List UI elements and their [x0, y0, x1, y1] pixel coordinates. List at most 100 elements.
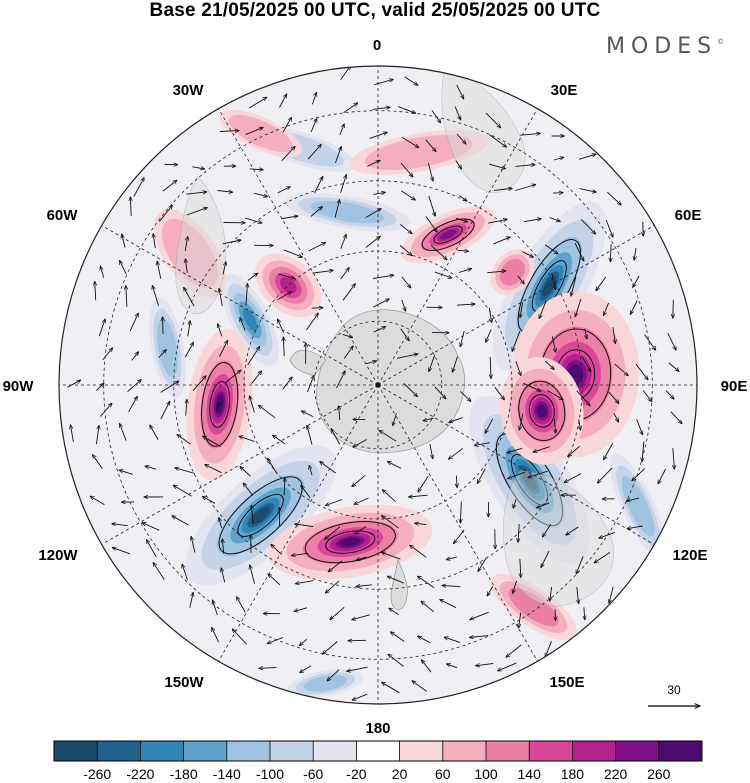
wind-arrow — [254, 192, 267, 197]
wind-arrow — [401, 137, 419, 147]
wind-arrow — [365, 209, 382, 218]
wind-arrow — [296, 580, 314, 584]
colorbar-tick-label: 20 — [392, 766, 408, 782]
latitude-circle — [313, 320, 443, 450]
wind-arrow — [184, 287, 195, 307]
wind-arrow — [353, 439, 368, 448]
wind-arrow — [128, 396, 138, 413]
lon-label-60w: 60W — [47, 207, 79, 224]
wind-arrow — [126, 286, 127, 307]
lon-label-30w: 30W — [173, 82, 205, 99]
wind-arrow — [301, 485, 311, 498]
wind-arrow — [470, 611, 489, 619]
wind-arrow — [250, 565, 256, 584]
wind-arrow — [279, 94, 287, 108]
wind-arrow — [513, 499, 517, 508]
wind-arrow — [603, 302, 610, 316]
anomaly-contour — [303, 675, 348, 692]
brand-mark: © — [717, 38, 725, 46]
wind-arrow — [555, 609, 556, 620]
colorbar-tick-label: 60 — [435, 766, 451, 782]
colorbar-swatch — [486, 741, 530, 761]
wind-arrow — [452, 356, 458, 373]
wind-arrow — [389, 608, 399, 615]
wind-arrow — [670, 411, 682, 424]
positive-anomaly-4 — [153, 209, 226, 298]
wind-arrow — [507, 447, 523, 453]
wind-arrow — [219, 131, 239, 132]
wind-arrow — [456, 304, 475, 305]
wind-arrow — [596, 276, 607, 291]
wind-arrow — [192, 167, 205, 169]
wind-arrow — [564, 473, 582, 483]
wind-arrow — [325, 499, 343, 506]
wind-arrow — [544, 244, 558, 254]
wind-arrow — [382, 682, 400, 694]
wind-arrow — [158, 350, 167, 358]
lon-label-150e: 150E — [549, 674, 584, 691]
wind-arrow — [278, 273, 295, 278]
wind-arrow — [177, 434, 191, 445]
wind-arrow — [184, 237, 188, 251]
wind-arrow — [566, 526, 579, 535]
wind-arrow — [222, 262, 226, 275]
wind-arrow — [614, 363, 629, 376]
colorbar-tick-label: 180 — [561, 766, 585, 782]
wind-arrow — [334, 200, 340, 218]
wind-arrow — [412, 681, 427, 692]
wind-arrow — [237, 597, 246, 613]
wind-arrow — [442, 586, 461, 587]
wind-arrow — [460, 501, 461, 523]
colorbar-swatch — [183, 741, 228, 761]
wind-arrow — [299, 638, 307, 645]
wind-arrow — [192, 376, 206, 391]
wind-arrow — [240, 318, 246, 331]
wind-arrow — [251, 505, 253, 525]
meridian-line — [101, 384, 379, 545]
anomaly-contour — [156, 318, 179, 378]
wind-arrow — [522, 251, 534, 258]
wind-arrow — [421, 660, 432, 673]
wind-arrow — [369, 132, 388, 139]
wind-arrow — [613, 413, 619, 422]
wind-arrow — [513, 580, 518, 594]
lon-label-150w: 150W — [164, 674, 204, 691]
wind-arrow — [539, 300, 547, 319]
wind-arrow — [205, 465, 222, 474]
wind-arrow — [387, 576, 404, 584]
positive-anomaly-10 — [219, 109, 302, 158]
wind-arrow — [130, 197, 131, 217]
height-contour — [433, 225, 463, 244]
wind-arrow — [157, 261, 162, 279]
wind-arrow — [218, 340, 227, 358]
wind-arrow — [294, 607, 308, 612]
wind-arrow — [306, 376, 314, 393]
longitude-labels: 0 30E 60E 90E 120E 150E 180 150W 120W 90… — [3, 37, 748, 737]
colorbar-swatch — [442, 741, 487, 761]
brand-name: MODES — [606, 34, 718, 59]
wind-arrow — [259, 668, 277, 669]
anomaly-contour — [365, 135, 473, 170]
wind-arrow — [581, 355, 591, 372]
wind-arrow — [243, 483, 254, 496]
wind-arrow — [343, 103, 358, 114]
wind-arrow — [152, 286, 159, 306]
wind-arrow — [610, 244, 611, 262]
wind-arrow — [425, 139, 436, 152]
wind-arrow — [498, 662, 517, 671]
wind-arrow — [302, 411, 314, 418]
wind-arrow — [120, 424, 127, 441]
wind-arrow — [642, 390, 652, 401]
wind-arrow — [311, 92, 316, 105]
wind-arrow — [399, 245, 412, 255]
wind-arrow — [401, 299, 406, 311]
wind-arrow — [131, 352, 139, 361]
modes-logo: MODES© — [606, 34, 724, 59]
wind-arrow — [418, 475, 429, 492]
wind-arrow — [191, 536, 196, 553]
wind-arrow — [430, 245, 447, 260]
anomaly-contour — [538, 406, 546, 416]
wind-arrow — [568, 445, 581, 456]
wind-arrow — [547, 390, 564, 400]
wind-arrow — [553, 157, 564, 161]
